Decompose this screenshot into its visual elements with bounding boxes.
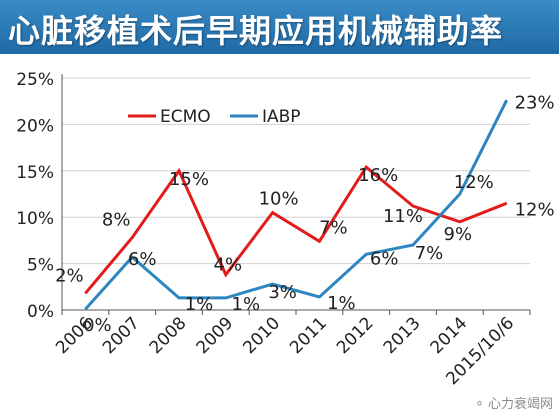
data-label-ecmo: 9% [444,224,473,245]
data-label-iabp: 1% [185,294,214,315]
x-tick-label: 2012 [333,313,378,358]
data-point-ecmo [84,292,86,294]
x-tick-label: 2010 [239,313,284,358]
data-label-iabp: 6% [128,249,157,270]
data-point-iabp [506,99,508,101]
data-point-iabp [178,297,180,299]
data-point-ecmo [131,237,133,239]
x-tick-label: 2009 [193,313,238,358]
data-point-iabp [365,253,367,255]
watermark-text: 心力衰竭网 [487,397,553,412]
data-point-iabp [131,256,133,258]
y-tick-label: 5% [27,256,54,276]
data-point-iabp [225,297,227,299]
x-tick-label: 2013 [380,313,425,358]
y-tick-label: 20% [16,116,54,136]
data-label-ecmo: 16% [358,165,398,186]
y-tick-label: 0% [27,302,54,322]
series-line-ecmo [84,164,508,295]
data-label-iabp: 23% [515,92,555,113]
data-label-iabp: 1% [327,293,356,314]
data-point-ecmo [365,166,367,168]
data-label-ecmo: 12% [515,199,555,220]
x-tick-label: 2011 [286,313,331,358]
x-tick-label: 2008 [146,313,191,358]
chart-title: 心脏移植术后早期应用机械辅助率 [8,12,504,50]
data-label-ecmo: 10% [259,189,299,210]
data-label-iabp: 7% [415,243,444,264]
watermark: ⚬ 心力衰竭网 [474,393,553,412]
y-tick-label: 10% [16,209,54,229]
data-point-ecmo [506,202,508,204]
data-point-ecmo [272,212,274,214]
data-label-ecmo: 8% [102,210,131,231]
data-label-iabp: 1% [232,294,261,315]
data-point-ecmo [318,240,320,242]
data-label-ecmo: 4% [214,255,243,276]
data-point-iabp [412,244,414,246]
data-label-iabp: 12% [454,172,494,193]
data-point-ecmo [178,170,180,172]
data-label-iabp: 6% [370,248,399,269]
line-chart: 0%5%10%15%20%25%2006 2007 2008 2009 2010 2011… [16,70,555,389]
wechat-icon: ⚬ [474,397,485,412]
data-label-ecmo: 7% [319,217,348,238]
data-label-ecmo: 2% [55,265,84,286]
data-point-ecmo [412,205,414,207]
y-tick-label: 15% [16,163,54,183]
data-point-ecmo [225,274,227,276]
data-point-iabp [84,308,86,310]
data-point-iabp [459,193,461,195]
data-label-iabp: 3% [268,282,297,303]
series-line-iabp [84,99,508,311]
data-label-ecmo: 15% [169,169,209,190]
data-label-ecmo: 11% [383,206,423,227]
data-point-ecmo [459,221,461,223]
legend-label-ecmo: ECMO [160,107,211,127]
data-point-iabp [272,283,274,285]
title-bar: 心脏移植术后早期应用机械辅助率 [0,0,559,54]
data-point-iabp [318,296,320,298]
legend-label-iabp: IABP [262,107,301,127]
y-tick-label: 25% [16,70,54,90]
data-label-iabp: 0% [83,315,112,336]
